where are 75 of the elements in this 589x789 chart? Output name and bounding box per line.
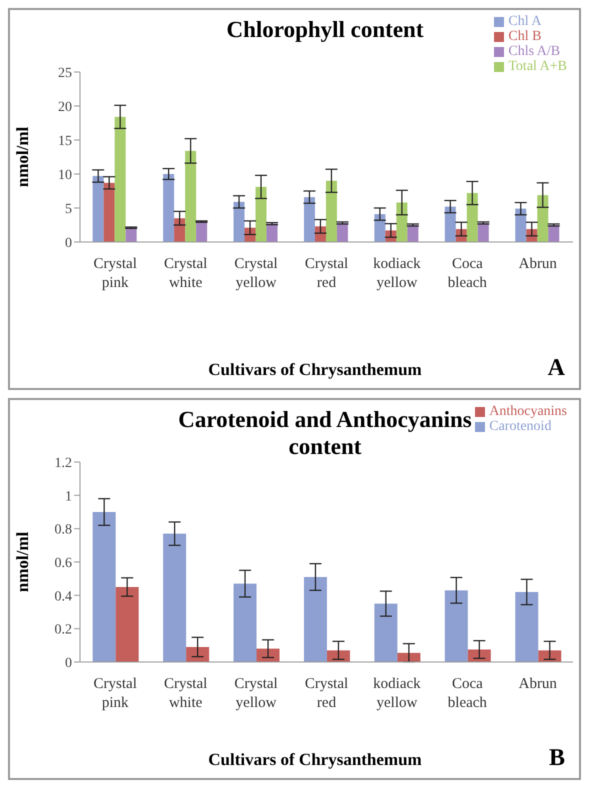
x-tick-label: Crystal pink	[94, 256, 137, 291]
bar	[104, 182, 115, 242]
y-tick-label: 0	[65, 656, 72, 671]
y-tick-label: 15	[58, 134, 72, 149]
y-tick-label: 0.4	[54, 589, 72, 604]
bar	[515, 592, 538, 662]
bar	[374, 604, 398, 662]
chart-title: Carotenoid and Anthocyanins content	[177, 406, 473, 460]
y-tick-label: 0.8	[54, 522, 72, 538]
x-tick-label: Coca bleach	[448, 256, 488, 291]
bar	[163, 534, 186, 662]
bar	[234, 584, 257, 662]
x-axis-title: Cultivars of Chrysanthemum	[208, 360, 422, 379]
y-tick-label: 1	[65, 489, 72, 504]
y-tick-label: 0.6	[54, 556, 72, 571]
bar	[537, 195, 548, 242]
text: A	[548, 355, 565, 382]
bar	[163, 174, 174, 242]
bar	[266, 224, 278, 242]
bar	[92, 512, 116, 662]
y-tick-label: 1.2	[54, 456, 72, 471]
x-tick-label: Crystal red	[304, 256, 348, 291]
legend-label: Chls A/B	[508, 44, 560, 59]
y-tick-label: 25	[58, 66, 72, 81]
bar	[407, 225, 418, 242]
bar	[396, 202, 408, 242]
legend-label: Anthocyanins	[489, 404, 567, 419]
text: B	[548, 745, 565, 772]
bar	[114, 116, 126, 242]
bar	[468, 650, 491, 662]
bar	[304, 577, 327, 662]
bar	[234, 202, 245, 242]
x-tick-label: Crystal white	[164, 256, 208, 291]
y-tick-label: 0	[65, 236, 72, 251]
y-axis-title: nmol/ml	[13, 126, 32, 188]
bar	[326, 180, 337, 242]
bar	[174, 218, 186, 242]
x-tick-label: Abrun	[518, 256, 558, 272]
x-tick-label: Crystal yellow	[234, 256, 278, 291]
bar	[336, 222, 348, 242]
bar	[444, 590, 468, 662]
bar	[478, 222, 489, 242]
bar	[256, 186, 267, 242]
x-tick-label: Crystal red	[304, 676, 348, 711]
legend-label: Chl B	[508, 29, 542, 44]
x-tick-label: Crystal white	[164, 676, 208, 711]
legend-label: Chl A	[508, 14, 542, 29]
bar	[185, 150, 196, 242]
x-tick-label: Coca bleach	[448, 676, 488, 711]
bar	[466, 193, 478, 242]
y-tick-label: 10	[58, 168, 72, 183]
bar	[126, 228, 137, 242]
bar	[256, 648, 280, 662]
x-tick-label: Crystal pink	[94, 676, 137, 711]
bar	[374, 214, 386, 242]
bar	[548, 225, 560, 242]
chart-title: Chlorophyll content	[225, 16, 425, 43]
bar	[515, 208, 526, 242]
bar	[196, 222, 208, 242]
bar	[444, 206, 456, 242]
x-tick-label: kodiack yellow	[373, 256, 422, 291]
y-axis-title: nmol/ml	[13, 532, 32, 592]
legend-label: Total A+B	[508, 59, 567, 74]
legend-label: Carotenoid	[489, 419, 552, 434]
bar	[116, 587, 139, 662]
bar	[92, 176, 104, 242]
x-tick-label: kodiack yellow	[373, 676, 422, 711]
bar	[304, 197, 315, 242]
y-tick-label: 0.2	[54, 622, 72, 638]
x-axis-title: Cultivars of Chrysanthemum	[207, 750, 423, 770]
x-tick-label: Crystal yellow	[234, 676, 278, 711]
y-tick-label: 20	[58, 100, 72, 115]
x-tick-label: Abrun	[518, 676, 558, 692]
bar	[186, 647, 210, 662]
y-tick-label: 5	[65, 202, 72, 217]
